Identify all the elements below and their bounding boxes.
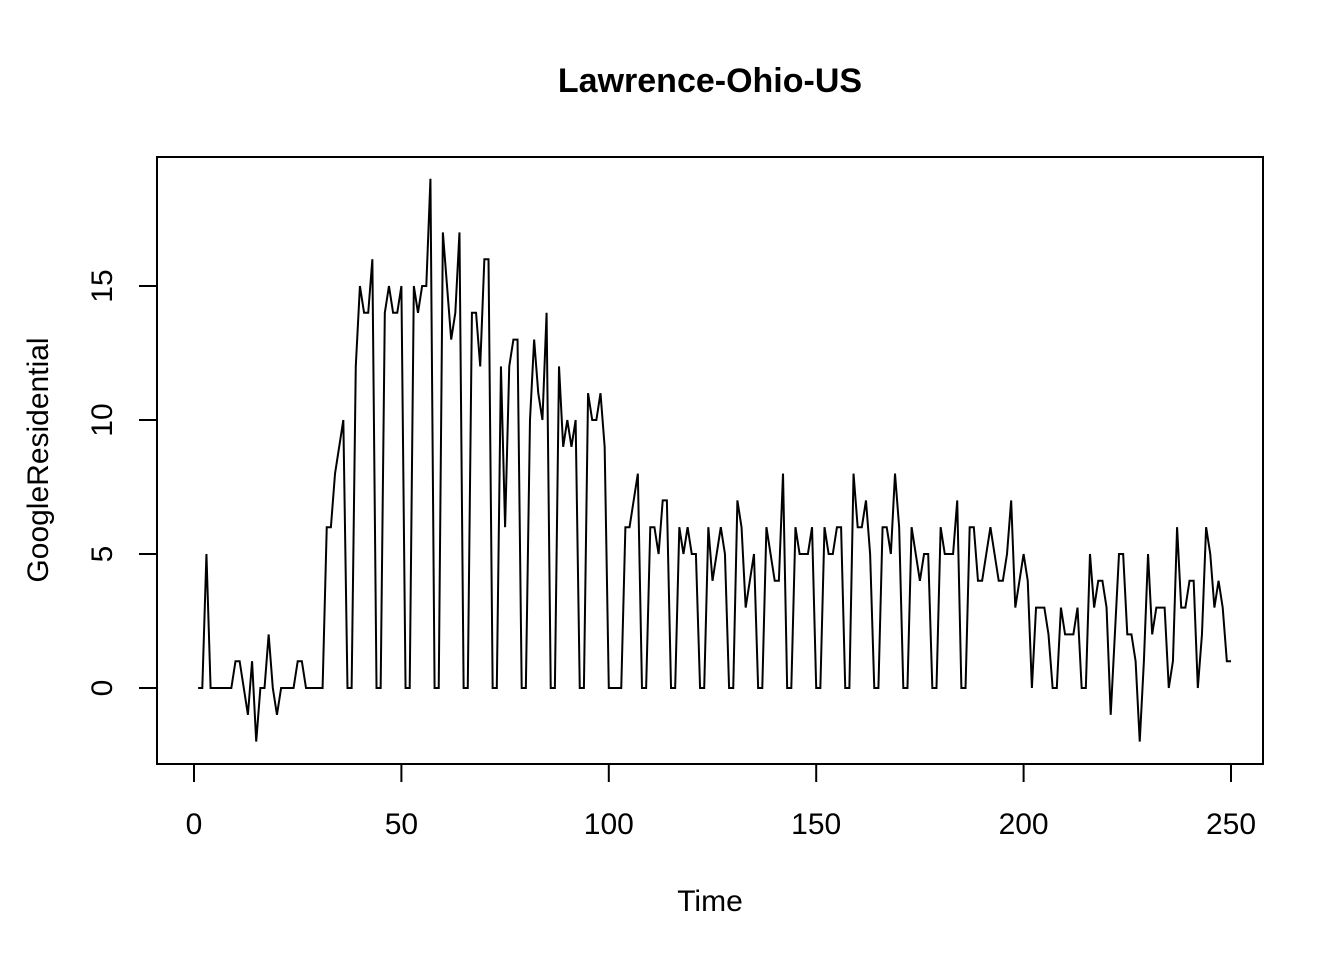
x-axis: 0 50 100 150 200 250 bbox=[186, 763, 1256, 841]
y-axis: 0 5 10 15 bbox=[86, 269, 158, 697]
x-tick-label: 100 bbox=[584, 808, 634, 841]
y-axis-label: GoogleResidential bbox=[22, 337, 55, 582]
x-tick-label: 0 bbox=[186, 808, 203, 841]
x-tick-label: 150 bbox=[791, 808, 841, 841]
y-tick-label: 5 bbox=[86, 546, 119, 563]
y-tick-label: 0 bbox=[86, 680, 119, 697]
x-tick-label: 50 bbox=[385, 808, 418, 841]
y-tick-label: 10 bbox=[86, 403, 119, 436]
y-tick-label: 15 bbox=[86, 269, 119, 302]
x-tick-label: 200 bbox=[999, 808, 1049, 841]
series-line bbox=[198, 178, 1231, 742]
chart-title: Lawrence-Ohio-US bbox=[558, 62, 862, 100]
x-axis-label: Time bbox=[677, 885, 743, 918]
x-tick-label: 250 bbox=[1206, 808, 1256, 841]
